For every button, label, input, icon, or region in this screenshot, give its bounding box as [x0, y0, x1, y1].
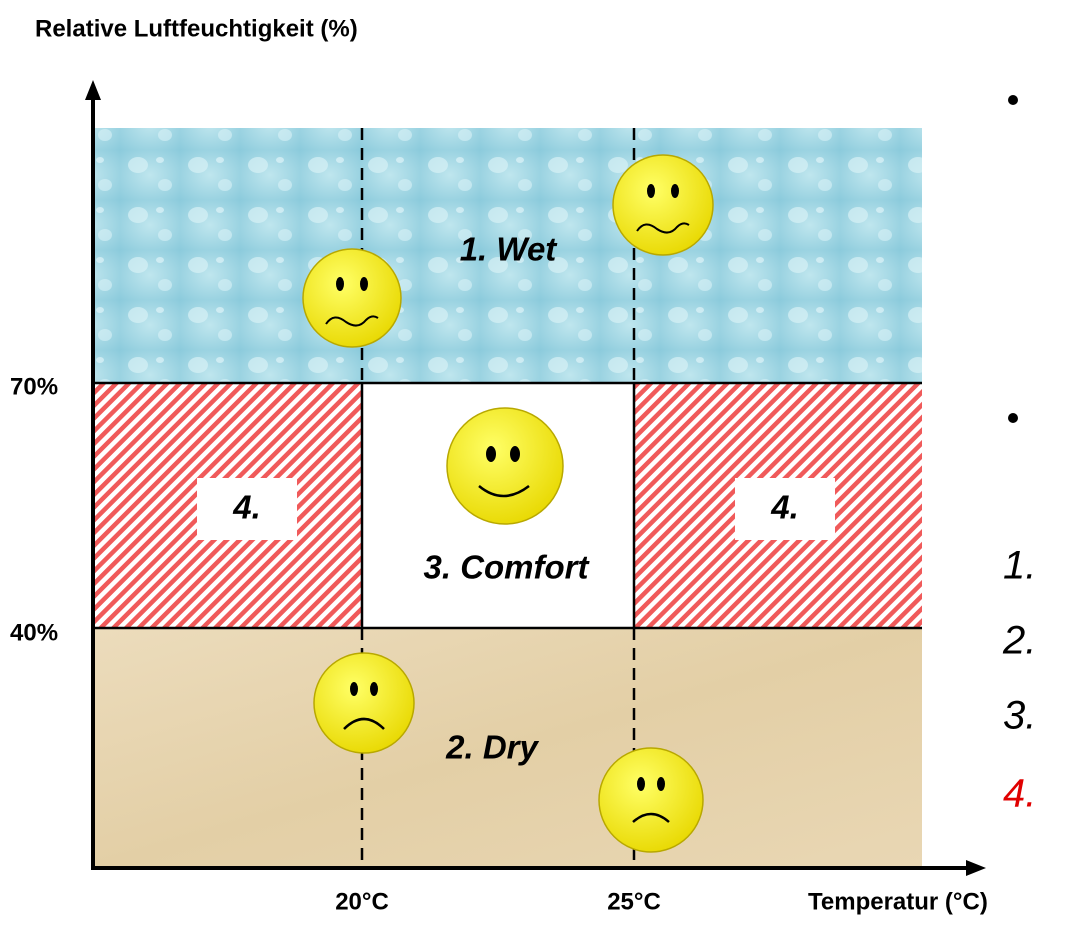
x-label: 20°C [335, 888, 389, 915]
arrow-head [85, 80, 101, 100]
bullet [1008, 413, 1018, 423]
arrow-head [966, 860, 986, 876]
x-axis-title: Temperatur (°C) [808, 888, 988, 915]
page: {"axis": {"y_title": "Relative Luftfeuch… [0, 0, 1089, 936]
region-label: 1. Wet [460, 231, 559, 268]
bullet [1008, 95, 1018, 105]
diagram: Relative Luftfeuchtigkeit (%) 70% 40% 20… [0, 0, 1089, 936]
happy-face [447, 408, 563, 524]
x-label: 25°C [607, 888, 661, 915]
list-item: 2. [1002, 619, 1036, 663]
region-label: 2. Dry [445, 729, 539, 766]
y-axis-title: Relative Luftfeuchtigkeit (%) [35, 15, 358, 42]
list-item: 1. [1003, 544, 1036, 588]
region-label: 3. Comfort [424, 549, 591, 586]
region-label: 4. [770, 489, 799, 526]
sad-face [303, 249, 401, 347]
list-item: 3. [1003, 694, 1036, 738]
region-label: 4. [232, 489, 261, 526]
y-label: 40% [10, 619, 58, 646]
sad-face [314, 653, 414, 753]
sad-face [613, 155, 713, 255]
list-item: 4. [1003, 772, 1036, 816]
sad-face [599, 748, 703, 852]
y-label: 70% [10, 373, 58, 400]
